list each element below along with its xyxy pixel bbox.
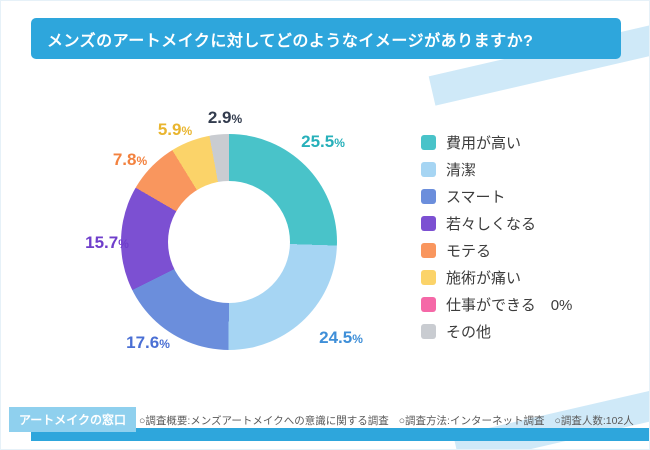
percent-value: 24.5 (319, 328, 353, 347)
legend-label: 清潔 (446, 162, 477, 179)
percent-value: 25.5 (301, 132, 335, 151)
legend-label: その他 (446, 324, 492, 341)
percent-label-hiyou: 25.5% (301, 132, 345, 152)
legend-swatch (421, 297, 436, 312)
legend-swatch (421, 162, 436, 177)
legend-swatch (421, 243, 436, 258)
percent-label-wakawakashiku: 15.7% (85, 233, 129, 253)
percent-label-itai: 5.9% (158, 120, 192, 140)
percent-value: 17.6 (126, 333, 160, 352)
legend-label: 施術が痛い (446, 270, 522, 287)
legend-label: モテる (446, 243, 492, 260)
percent-unit: % (231, 112, 243, 126)
legend-swatch (421, 189, 436, 204)
percent-value: 15.7 (85, 233, 119, 252)
legend-swatch (421, 135, 436, 150)
survey-note-count: ○調査人数:102人 (554, 415, 634, 427)
legend-item: その他 (421, 318, 572, 345)
bottom-accent-bar (31, 428, 649, 441)
percent-label-sonota: 2.9% (208, 108, 242, 128)
legend-item: 若々しくなる (421, 210, 572, 237)
survey-note-method: ○調査方法:インターネット調査 (398, 415, 545, 427)
percent-unit: % (334, 136, 345, 150)
survey-note-overview: ○調査概要:メンズアートメイクへの意識に関する調査 (139, 415, 389, 427)
percent-value: 2.9 (207, 108, 232, 127)
legend-item: スマート (421, 183, 572, 210)
chart-legend: 費用が高い 清潔 スマート 若々しくなる モテる 施術が痛い (421, 129, 572, 345)
percent-value: 5.9 (157, 120, 182, 139)
percent-label-smart: 17.6% (126, 333, 170, 353)
legend-swatch (421, 324, 436, 339)
legend-item: 仕事ができる 0% (421, 291, 572, 318)
percent-unit: % (181, 124, 193, 138)
legend-item: 費用が高い (421, 129, 572, 156)
percent-unit: % (136, 154, 148, 168)
percent-unit: % (118, 237, 129, 251)
percent-unit: % (352, 332, 363, 346)
legend-label: 費用が高い (446, 135, 522, 152)
header-bar: メンズのアートメイクに対してどのようなイメージがありますか? (31, 18, 621, 59)
legend-label: 若々しくなる (446, 216, 537, 233)
survey-notes: ○調査概要:メンズアートメイクへの意識に関する調査 ○調査方法:インターネット調査… (139, 413, 644, 428)
legend-swatch (421, 216, 436, 231)
percent-label-seiketsu: 24.5% (319, 328, 363, 348)
legend-item: モテる (421, 237, 572, 264)
legend-label: 仕事ができる 0% (446, 297, 573, 314)
percent-value: 7.8 (112, 150, 137, 169)
legend-label: スマート (446, 189, 506, 206)
percent-label-moteru: 7.8% (113, 150, 147, 170)
legend-item: 施術が痛い (421, 264, 572, 291)
page-title: メンズのアートメイクに対してどのようなイメージがありますか? (47, 32, 534, 50)
donut-chart (121, 134, 337, 350)
source-badge: アートメイクの窓口 (9, 407, 137, 432)
legend-item: 清潔 (421, 156, 572, 183)
legend-swatch (421, 270, 436, 285)
percent-unit: % (159, 337, 170, 351)
